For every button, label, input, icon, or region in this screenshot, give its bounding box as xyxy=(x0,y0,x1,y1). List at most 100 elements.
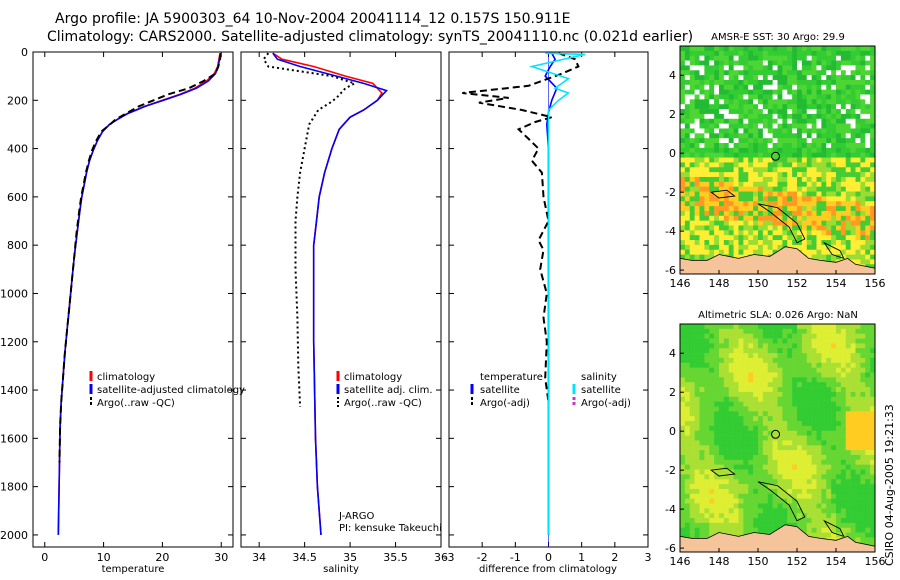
map-cell xyxy=(806,157,812,163)
map-cell xyxy=(772,240,778,246)
map-cell xyxy=(787,454,793,461)
map-cell xyxy=(855,118,861,124)
map-cell xyxy=(772,75,778,81)
map-cell xyxy=(782,435,788,441)
map-cell xyxy=(723,65,730,71)
map-cell xyxy=(680,411,686,417)
map-cell xyxy=(831,421,837,427)
map-cell xyxy=(772,503,778,509)
temperature-xtick-label: 10 xyxy=(97,551,111,564)
map-cell xyxy=(699,244,705,251)
map-cell xyxy=(758,522,764,529)
map-cell xyxy=(792,372,798,378)
map-cell xyxy=(709,357,715,364)
map-cell xyxy=(680,479,686,485)
map-cell xyxy=(699,532,705,538)
map-cell xyxy=(792,201,798,207)
map-cell xyxy=(753,430,759,436)
salinity-annotation-program: J-ARGO xyxy=(338,511,375,522)
map-cell xyxy=(870,440,876,446)
map-cell xyxy=(806,75,812,81)
map-cell xyxy=(723,99,730,105)
map-cell xyxy=(758,450,764,456)
map-cell xyxy=(704,338,710,344)
map-cell xyxy=(870,522,876,529)
map-cell xyxy=(762,152,769,158)
map-cell xyxy=(850,440,856,446)
map-cell xyxy=(772,464,778,470)
map-cell xyxy=(850,372,856,378)
map-cell xyxy=(850,454,856,461)
map-cell xyxy=(723,328,730,334)
map-cell xyxy=(699,55,705,61)
map-cell xyxy=(777,123,783,129)
map-cell xyxy=(738,94,744,100)
map-cell xyxy=(704,186,710,192)
map-cell xyxy=(870,215,876,221)
map-cell xyxy=(792,186,798,192)
map-cell xyxy=(801,99,808,105)
map-cell xyxy=(865,104,871,110)
map-cell xyxy=(714,191,720,197)
map-cell xyxy=(870,181,876,187)
map-cell xyxy=(758,157,764,163)
map-cell xyxy=(782,391,788,398)
map-cell xyxy=(738,79,744,86)
map-cell xyxy=(728,162,734,168)
map-cell xyxy=(855,459,861,465)
map-cell xyxy=(831,440,837,446)
map-cell xyxy=(850,353,856,359)
map-cell xyxy=(709,176,715,183)
map-cell xyxy=(772,469,778,475)
map-cell xyxy=(787,362,793,368)
salinity-xtick-label: 36 xyxy=(434,551,448,564)
map-cell xyxy=(767,75,773,81)
map-cell xyxy=(865,186,871,192)
map-cell xyxy=(845,162,851,168)
map-cell xyxy=(792,459,798,465)
map-cell xyxy=(840,55,847,61)
map-cell xyxy=(777,464,783,470)
map-cell xyxy=(699,60,705,66)
map-cell xyxy=(855,65,861,71)
map-cell xyxy=(753,484,759,490)
map-cell xyxy=(762,46,769,52)
map-cell xyxy=(782,55,788,61)
map-cell xyxy=(767,118,773,124)
map-cell xyxy=(865,201,871,207)
map-cell xyxy=(826,367,832,373)
map-cell xyxy=(689,65,695,71)
map-cell xyxy=(816,353,822,359)
map-cell xyxy=(870,235,876,241)
map-cell xyxy=(699,362,705,368)
map-cell xyxy=(704,440,710,446)
map-cell xyxy=(831,464,837,470)
map-cell xyxy=(845,55,851,61)
map-cell xyxy=(806,367,812,373)
map-cell xyxy=(787,143,793,149)
map-cell xyxy=(758,488,764,495)
map-cell xyxy=(787,445,793,451)
map-cell xyxy=(767,157,773,163)
map-cell xyxy=(743,104,749,110)
map-cell xyxy=(699,220,705,226)
map-ytick-label: 0 xyxy=(669,425,676,438)
map-cell xyxy=(801,79,808,86)
map-cell xyxy=(767,84,773,90)
map-cell xyxy=(704,249,710,255)
map-cell xyxy=(777,508,783,514)
map-cell xyxy=(792,147,798,154)
map-cell xyxy=(714,479,720,485)
map-cell xyxy=(767,416,773,422)
map-cell xyxy=(836,396,842,402)
map-cell xyxy=(811,210,817,217)
map-cell xyxy=(860,445,866,451)
map-cell xyxy=(728,157,734,163)
map-cell xyxy=(870,333,876,339)
map-cell xyxy=(797,240,803,246)
map-cell xyxy=(777,210,783,217)
map-cell xyxy=(782,377,788,383)
map-cell xyxy=(821,206,827,212)
map-cell xyxy=(792,518,798,524)
map-cell xyxy=(733,235,739,241)
